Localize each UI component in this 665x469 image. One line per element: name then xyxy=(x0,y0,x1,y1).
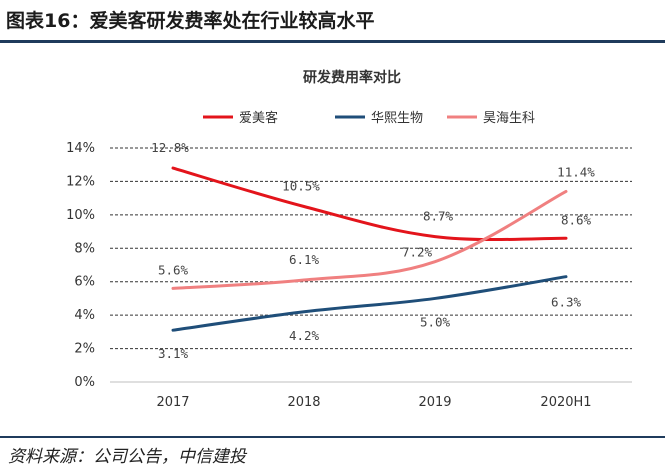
y-tick-label: 6% xyxy=(74,275,95,290)
x-tick-label: 2019 xyxy=(418,395,451,410)
x-tick-label: 2017 xyxy=(156,395,189,410)
legend-label: 爱美客 xyxy=(239,110,278,126)
y-tick-label: 14% xyxy=(66,141,95,156)
data-label: 8.7% xyxy=(423,209,454,224)
chart-series xyxy=(171,166,568,332)
data-label: 5.0% xyxy=(420,314,451,329)
figure-title: 图表16：爱美客研发费率处在行业较高水平 xyxy=(6,10,375,32)
data-labels: 12.8% 10.5% 8.7% 8.6% 3.1% 4.2% 5.0% 6.3% 5.6% 6.… xyxy=(151,140,595,361)
y-tick-label: 8% xyxy=(74,241,95,256)
y-tick-label: 0% xyxy=(74,375,95,390)
y-tick-label: 4% xyxy=(74,308,95,323)
x-tick-label: 2020H1 xyxy=(540,395,591,410)
y-tick-label: 12% xyxy=(66,174,95,189)
source-note: 资料来源：公司公告，中信建投 xyxy=(8,447,246,467)
x-tick-label: 2018 xyxy=(287,395,320,410)
legend-label: 昊海生科 xyxy=(483,111,535,126)
series-line xyxy=(171,189,568,290)
series-line xyxy=(171,275,568,332)
data-label: 6.1% xyxy=(289,252,320,267)
x-axis-ticks: 2017 2018 2019 2020H1 xyxy=(156,395,591,410)
header-rule xyxy=(0,40,665,43)
chart-legend: 爱美客 华熙生物 昊海生科 xyxy=(203,110,535,126)
data-label: 6.3% xyxy=(551,295,582,310)
data-label: 7.2% xyxy=(402,245,433,260)
line-chart: 研发费用率对比 爱美客 华熙生物 昊海生科 0%2%4%6%8%10%12%14% … xyxy=(66,69,632,410)
y-axis-ticks: 0% 2% 4% 6% 8% 10% 12% 14% xyxy=(66,141,95,390)
data-label: 12.8% xyxy=(151,140,189,155)
data-label: 4.2% xyxy=(289,328,320,343)
footer-rule xyxy=(0,436,665,438)
figure-header: 图表16：爱美客研发费率处在行业较高水平 xyxy=(0,0,665,44)
y-tick-label: 2% xyxy=(74,342,95,357)
data-label: 5.6% xyxy=(158,262,189,277)
data-label: 10.5% xyxy=(282,179,320,194)
data-label: 3.1% xyxy=(158,346,189,361)
legend-label: 华熙生物 xyxy=(371,111,423,126)
series-line xyxy=(171,166,568,242)
y-tick-label: 10% xyxy=(66,208,95,223)
chart-grid xyxy=(110,147,632,383)
data-label: 11.4% xyxy=(557,164,595,179)
data-label: 8.6% xyxy=(561,212,592,227)
chart-title: 研发费用率对比 xyxy=(303,69,401,86)
